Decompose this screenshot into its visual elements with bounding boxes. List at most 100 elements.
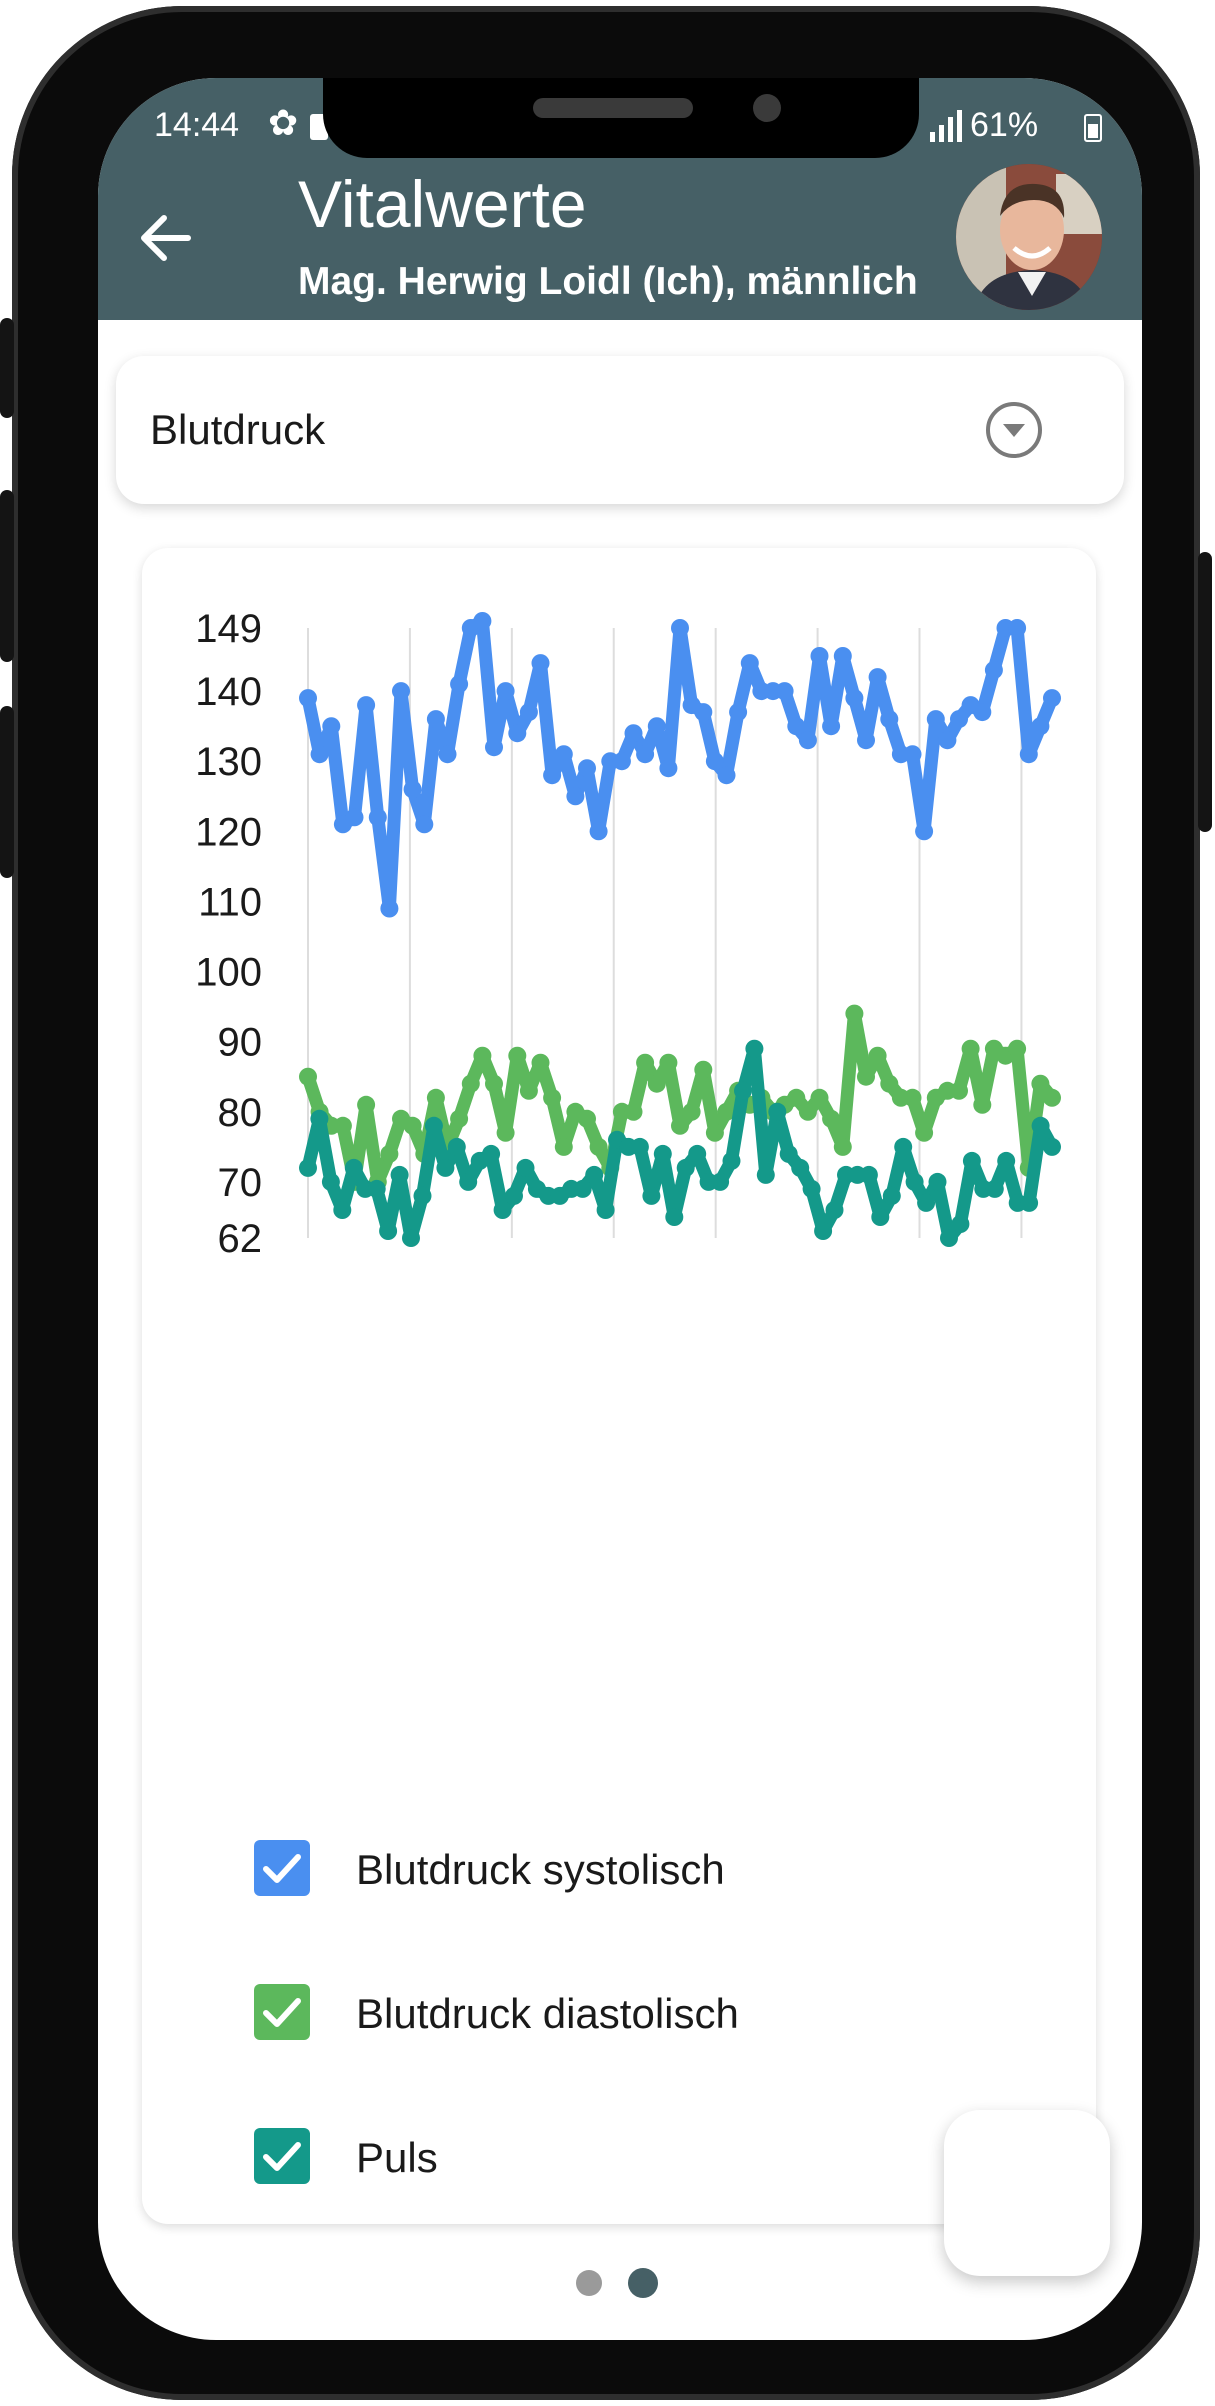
data-point-diastolic[interactable] — [461, 1074, 480, 1093]
data-point-systolic[interactable] — [554, 745, 573, 764]
data-point-pulse[interactable] — [779, 1144, 798, 1163]
data-point-systolic[interactable] — [636, 745, 655, 764]
data-point-systolic[interactable] — [322, 717, 341, 736]
data-point-pulse[interactable] — [596, 1201, 615, 1219]
back-button[interactable] — [134, 206, 198, 270]
data-point-systolic[interactable] — [740, 654, 759, 673]
data-point-diastolic[interactable] — [519, 1081, 538, 1100]
data-point-pulse[interactable] — [379, 1222, 398, 1240]
data-point-systolic[interactable] — [798, 731, 817, 750]
data-point-pulse[interactable] — [768, 1102, 787, 1121]
data-point-systolic[interactable] — [403, 780, 422, 799]
data-point-pulse[interactable] — [734, 1081, 752, 1100]
data-point-pulse[interactable] — [447, 1137, 466, 1156]
data-point-diastolic[interactable] — [543, 1088, 562, 1107]
data-point-diastolic[interactable] — [845, 1004, 864, 1023]
data-point-diastolic[interactable] — [868, 1046, 887, 1065]
data-point-pulse[interactable] — [814, 1222, 833, 1240]
page-indicator-dot-1[interactable] — [576, 2270, 602, 2296]
data-point-pulse[interactable] — [802, 1179, 821, 1198]
data-point-diastolic[interactable] — [333, 1116, 352, 1135]
data-point-pulse[interactable] — [321, 1172, 340, 1191]
data-point-diastolic[interactable] — [357, 1095, 376, 1114]
data-point-systolic[interactable] — [729, 703, 748, 722]
data-point-pulse[interactable] — [367, 1179, 386, 1198]
data-point-diastolic[interactable] — [810, 1088, 829, 1107]
data-point-systolic[interactable] — [426, 710, 445, 729]
data-point-pulse[interactable] — [756, 1165, 775, 1184]
data-point-pulse[interactable] — [951, 1215, 970, 1233]
data-point-pulse[interactable] — [1043, 1137, 1061, 1156]
data-point-pulse[interactable] — [493, 1201, 512, 1219]
data-point-systolic[interactable] — [1008, 619, 1027, 637]
data-point-systolic[interactable] — [357, 696, 376, 715]
data-point-pulse[interactable] — [917, 1193, 936, 1212]
data-point-systolic[interactable] — [345, 808, 364, 827]
data-point-diastolic[interactable] — [950, 1081, 968, 1100]
data-point-pulse[interactable] — [871, 1208, 890, 1226]
data-point-pulse[interactable] — [962, 1151, 981, 1170]
data-point-diastolic[interactable] — [380, 1144, 399, 1163]
data-point-diastolic[interactable] — [647, 1074, 666, 1093]
data-point-diastolic[interactable] — [450, 1109, 469, 1128]
data-point-systolic[interactable] — [519, 703, 538, 722]
data-point-systolic[interactable] — [787, 717, 806, 736]
data-point-systolic[interactable] — [833, 647, 852, 665]
data-point-diastolic[interactable] — [508, 1046, 527, 1065]
checkbox-diastolic[interactable] — [254, 1984, 310, 2040]
data-point-systolic[interactable] — [705, 752, 724, 771]
data-point-diastolic[interactable] — [403, 1116, 422, 1135]
data-point-pulse[interactable] — [505, 1186, 523, 1205]
data-point-pulse[interactable] — [310, 1109, 329, 1128]
data-point-pulse[interactable] — [665, 1208, 684, 1226]
data-point-diastolic[interactable] — [531, 1053, 550, 1072]
data-point-systolic[interactable] — [578, 759, 596, 778]
data-point-pulse[interactable] — [424, 1116, 443, 1135]
data-point-systolic[interactable] — [775, 682, 794, 701]
data-point-pulse[interactable] — [585, 1165, 604, 1184]
data-point-pulse[interactable] — [299, 1158, 317, 1177]
data-point-systolic[interactable] — [566, 787, 585, 806]
data-point-systolic[interactable] — [1019, 745, 1038, 764]
data-point-systolic[interactable] — [880, 710, 899, 729]
checkbox-pulse[interactable] — [254, 2128, 310, 2184]
data-point-systolic[interactable] — [612, 752, 631, 771]
data-point-pulse[interactable] — [630, 1137, 649, 1156]
data-point-diastolic[interactable] — [485, 1074, 503, 1093]
data-point-pulse[interactable] — [333, 1201, 352, 1219]
data-point-pulse[interactable] — [688, 1144, 707, 1163]
data-point-pulse[interactable] — [573, 1179, 592, 1198]
data-point-pulse[interactable] — [482, 1144, 501, 1163]
data-point-systolic[interactable] — [450, 675, 469, 694]
data-point-diastolic[interactable] — [589, 1137, 608, 1156]
data-point-systolic[interactable] — [531, 654, 550, 673]
data-point-pulse[interactable] — [711, 1172, 730, 1191]
data-point-diastolic[interactable] — [1008, 1039, 1027, 1058]
data-point-systolic[interactable] — [496, 682, 515, 701]
checkbox-systolic[interactable] — [254, 1840, 310, 1896]
data-point-systolic[interactable] — [380, 899, 399, 918]
data-point-pulse[interactable] — [791, 1158, 810, 1177]
data-point-systolic[interactable] — [624, 724, 643, 743]
data-point-diastolic[interactable] — [798, 1102, 817, 1121]
data-point-systolic[interactable] — [717, 766, 736, 785]
data-point-diastolic[interactable] — [705, 1123, 724, 1142]
data-point-systolic[interactable] — [950, 710, 968, 729]
data-point-pulse[interactable] — [390, 1165, 409, 1184]
data-point-pulse[interactable] — [905, 1172, 924, 1191]
data-point-diastolic[interactable] — [961, 1039, 980, 1058]
data-point-systolic[interactable] — [589, 822, 608, 841]
data-point-diastolic[interactable] — [682, 1102, 701, 1121]
data-point-pulse[interactable] — [516, 1158, 535, 1177]
data-point-diastolic[interactable] — [833, 1137, 852, 1156]
data-point-pulse[interactable] — [676, 1158, 695, 1177]
data-point-pulse[interactable] — [825, 1201, 844, 1219]
data-point-systolic[interactable] — [473, 612, 492, 630]
avatar[interactable] — [956, 164, 1102, 310]
data-point-systolic[interactable] — [485, 738, 503, 757]
data-point-systolic[interactable] — [857, 731, 875, 750]
data-point-systolic[interactable] — [1043, 689, 1061, 708]
data-point-diastolic[interactable] — [1043, 1088, 1061, 1107]
data-point-diastolic[interactable] — [694, 1060, 713, 1079]
data-point-pulse[interactable] — [642, 1186, 661, 1205]
